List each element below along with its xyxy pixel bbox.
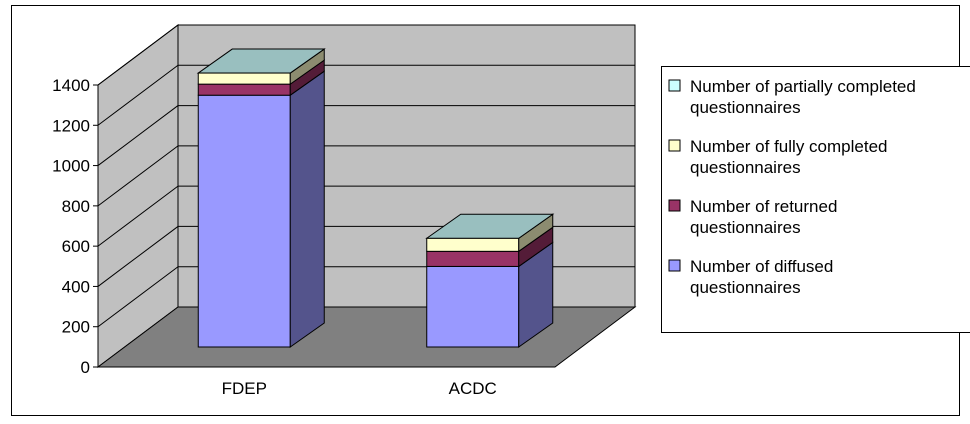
y-tick-label: 200	[62, 318, 90, 337]
bar-acdc-0-front	[427, 266, 519, 347]
legend-label: questionnaires	[690, 218, 801, 237]
legend-label: Number of returned	[690, 197, 837, 216]
bar-fdep-2-front	[198, 73, 290, 84]
y-tick-label: 0	[81, 358, 90, 377]
legend-label: questionnaires	[690, 278, 801, 297]
x-tick-label: FDEP	[222, 379, 267, 398]
bar-fdep-0-side	[290, 71, 324, 347]
floor	[98, 307, 635, 367]
x-tick-label: ACDC	[449, 379, 497, 398]
y-tick-label: 400	[62, 277, 90, 296]
bar-fdep-0-front	[198, 95, 290, 347]
y-tick-label: 800	[62, 197, 90, 216]
y-tick-label: 1200	[52, 116, 90, 135]
legend-swatch	[669, 260, 680, 271]
y-tick-label: 1400	[52, 76, 90, 95]
legend-swatch	[669, 200, 680, 211]
legend-label: Number of fully completed	[690, 137, 887, 156]
legend-label: questionnaires	[690, 98, 801, 117]
bar-acdc-2-front	[427, 238, 519, 251]
legend-label: questionnaires	[690, 158, 801, 177]
y-tick-label: 600	[62, 237, 90, 256]
legend-label: Number of diffused	[690, 257, 833, 276]
legend-label: Number of partially completed	[690, 77, 916, 96]
bar-fdep-1-front	[198, 84, 290, 95]
legend-swatch	[669, 140, 680, 151]
y-tick-label: 1000	[52, 157, 90, 176]
bar-acdc-1-front	[427, 251, 519, 266]
legend-swatch	[669, 80, 680, 91]
